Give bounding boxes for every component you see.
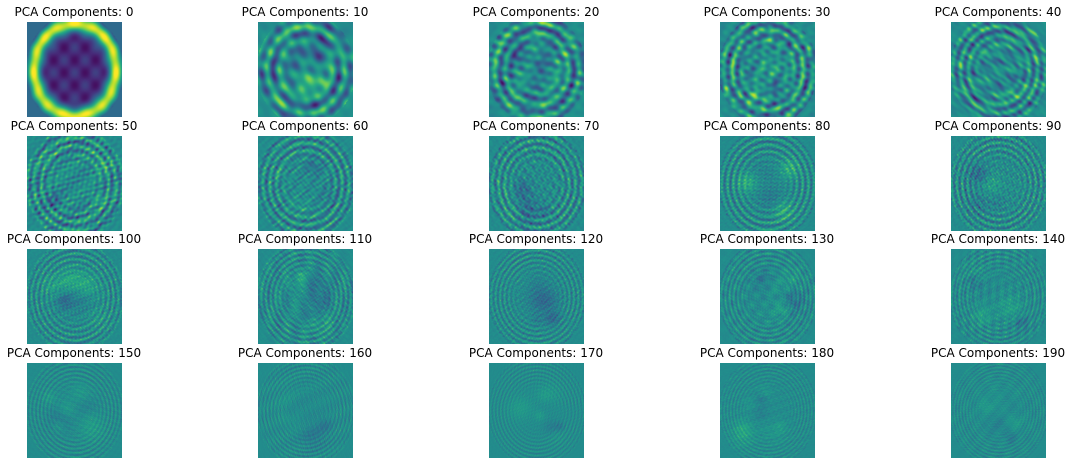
panel-title: PCA Components: 140 <box>930 232 1066 246</box>
pca-panel: PCA Components: 190 <box>923 346 1072 458</box>
pca-panel: PCA Components: 100 <box>0 232 149 344</box>
pca-panel: PCA Components: 30 <box>692 5 842 117</box>
pca-panel: PCA Components: 180 <box>692 346 842 458</box>
eigenface-image <box>719 249 815 344</box>
pca-panel: PCA Components: 170 <box>461 346 611 458</box>
eigenface-image <box>488 136 584 231</box>
eigenface-image <box>257 22 353 117</box>
panel-title: PCA Components: 150 <box>6 346 142 360</box>
eigenface-image <box>488 22 584 117</box>
panel-title: PCA Components: 80 <box>703 119 831 133</box>
pca-panel: PCA Components: 70 <box>461 119 611 231</box>
pca-panel: PCA Components: 120 <box>461 232 611 344</box>
pca-panel: PCA Components: 140 <box>923 232 1072 344</box>
panel-title: PCA Components: 60 <box>241 119 369 133</box>
pca-panel: PCA Components: 150 <box>0 346 149 458</box>
eigenface-image <box>950 136 1046 231</box>
panel-title: PCA Components: 100 <box>6 232 142 246</box>
panel-title: PCA Components: 110 <box>237 232 373 246</box>
panel-title: PCA Components: 40 <box>934 5 1062 19</box>
panel-title: PCA Components: 10 <box>241 5 369 19</box>
eigenface-image <box>719 22 815 117</box>
pca-panel: PCA Components: 40 <box>923 5 1072 117</box>
eigenface-image <box>257 363 353 458</box>
panel-title: PCA Components: 160 <box>237 346 373 360</box>
pca-panel: PCA Components: 160 <box>230 346 380 458</box>
eigenface-image <box>257 136 353 231</box>
panel-title: PCA Components: 0 <box>14 5 134 19</box>
pca-panel: PCA Components: 80 <box>692 119 842 231</box>
panel-title: PCA Components: 120 <box>468 232 604 246</box>
pca-panel: PCA Components: 50 <box>0 119 149 231</box>
pca-panel: PCA Components: 10 <box>230 5 380 117</box>
pca-panel: PCA Components: 60 <box>230 119 380 231</box>
eigenface-image <box>257 249 353 344</box>
panel-title: PCA Components: 70 <box>472 119 600 133</box>
panel-title: PCA Components: 90 <box>934 119 1062 133</box>
eigenface-image <box>488 249 584 344</box>
pca-panel: PCA Components: 110 <box>230 232 380 344</box>
eigenface-image <box>26 22 122 117</box>
panel-title: PCA Components: 170 <box>468 346 604 360</box>
panel-title: PCA Components: 130 <box>699 232 835 246</box>
panel-title: PCA Components: 190 <box>930 346 1066 360</box>
pca-panel: PCA Components: 90 <box>923 119 1072 231</box>
pca-panel: PCA Components: 0 <box>0 5 149 117</box>
eigenface-image <box>26 363 122 458</box>
pca-panel: PCA Components: 130 <box>692 232 842 344</box>
eigenface-image <box>719 136 815 231</box>
eigenface-image <box>26 249 122 344</box>
pca-panel: PCA Components: 20 <box>461 5 611 117</box>
eigenface-image <box>950 249 1046 344</box>
panel-title: PCA Components: 30 <box>703 5 831 19</box>
eigenface-image <box>950 363 1046 458</box>
panel-title: PCA Components: 20 <box>472 5 600 19</box>
eigenface-image <box>26 136 122 231</box>
panel-title: PCA Components: 180 <box>699 346 835 360</box>
panel-title: PCA Components: 50 <box>10 119 138 133</box>
eigenface-image <box>488 363 584 458</box>
eigenface-image <box>719 363 815 458</box>
eigenface-image <box>950 22 1046 117</box>
